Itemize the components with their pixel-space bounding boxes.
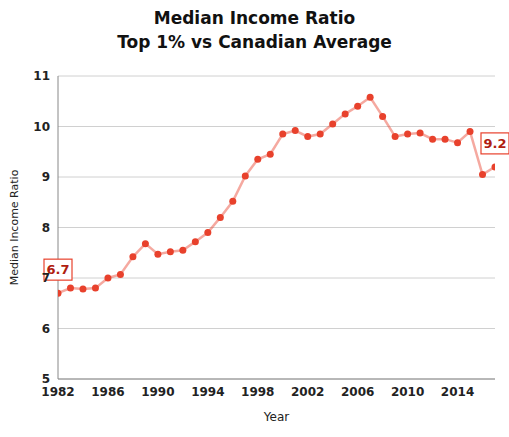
html-text:Median Income Ratio: Median Income Ratio xyxy=(153,8,356,28)
svg-text:1986: 1986 xyxy=(91,385,124,399)
svg-text:2010: 2010 xyxy=(391,385,424,399)
svg-text:2006: 2006 xyxy=(341,385,374,399)
svg-text:9.2: 9.2 xyxy=(483,136,501,151)
svg-text:8: 8 xyxy=(42,221,50,235)
svg-text:11: 11 xyxy=(33,69,50,83)
svg-text:1994: 1994 xyxy=(191,385,224,399)
svg-text:1998: 1998 xyxy=(241,385,274,399)
svg-text:2014: 2014 xyxy=(441,385,474,399)
svg-text:Year: Year xyxy=(263,410,289,424)
svg-text:1982: 1982 xyxy=(41,385,74,399)
svg-text:1990: 1990 xyxy=(141,385,174,399)
svg-text:5: 5 xyxy=(42,372,50,386)
svg-text:10: 10 xyxy=(33,120,50,134)
svg-text:6: 6 xyxy=(42,322,50,336)
svg-text:9: 9 xyxy=(42,170,50,184)
svg-text:2002: 2002 xyxy=(291,385,324,399)
svg-text:6.7: 6.7 xyxy=(46,262,70,278)
svg-text:7: 7 xyxy=(42,271,50,285)
svg-text:Median Income Ratio: Median Income Ratio xyxy=(8,169,21,285)
html-text:Top 1% vs Canadian Average: Top 1% vs Canadian Average xyxy=(117,32,392,52)
